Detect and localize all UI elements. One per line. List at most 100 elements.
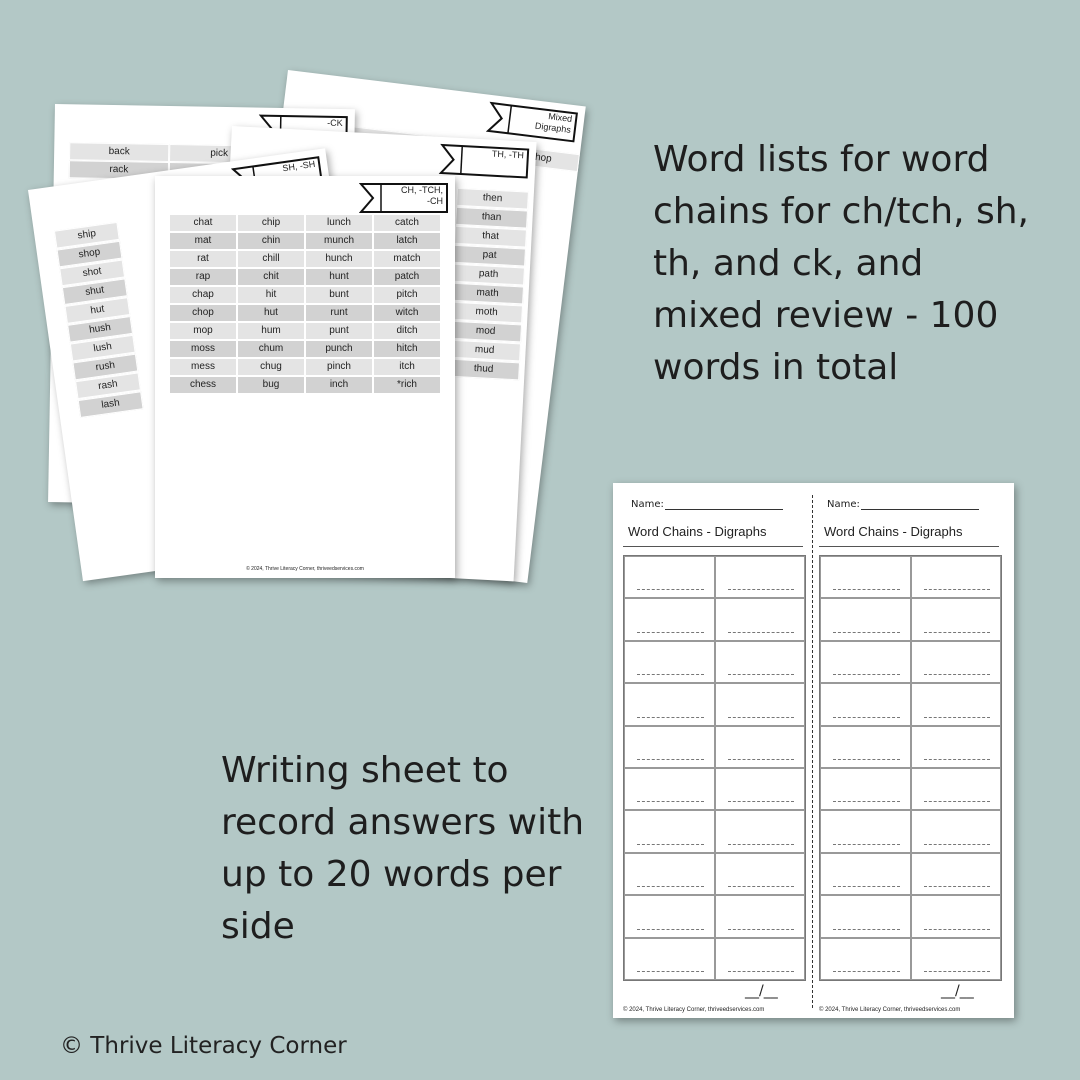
answer-cell <box>910 852 1001 896</box>
blank-lines <box>833 674 900 676</box>
caption: Word lists for word chains for ch/tch, sh… <box>653 134 1029 394</box>
answer-cell <box>714 810 805 853</box>
word-cell: pat <box>453 244 526 267</box>
word-cell: chat <box>169 214 237 232</box>
word-cell: punch <box>305 340 373 358</box>
blank-lines <box>637 843 704 845</box>
word-cell: runt <box>305 304 373 322</box>
blank-lines <box>923 759 990 760</box>
word-cell: hit <box>237 286 305 304</box>
blank-lines <box>637 674 704 676</box>
blank-lines <box>727 631 794 633</box>
word-cell: back <box>69 142 170 162</box>
blank-lines <box>833 843 900 845</box>
answer-grid <box>623 555 806 981</box>
blank-lines <box>923 971 990 972</box>
word-cell: lunch <box>305 214 373 232</box>
word-cell: itch <box>373 358 441 376</box>
answer-cell <box>820 556 911 599</box>
caption: Writing sheet to record answers with up to… <box>221 745 584 953</box>
blank-lines <box>833 886 900 888</box>
blank-lines <box>923 928 990 930</box>
blank-lines <box>923 716 990 718</box>
blank-lines <box>637 971 704 972</box>
word-cell: chug <box>237 358 305 376</box>
word-cell: mop <box>169 322 237 340</box>
score: __/__ <box>745 983 778 999</box>
word-cell: chop <box>169 304 237 322</box>
blank-lines <box>833 759 900 760</box>
answer-cell <box>820 937 911 980</box>
caption-line: th, and ck, and <box>653 243 924 284</box>
blank-lines <box>923 801 990 803</box>
sheet: MixedDigraphssockdeckchop <box>229 70 586 583</box>
sheet: CH, -TCH, -CH chat chip lunch catch mat chin mun… <box>155 176 455 578</box>
blank-lines <box>833 716 900 718</box>
answer-cell <box>820 683 911 726</box>
word-cell: moth <box>450 301 524 324</box>
name-label: Name: <box>631 499 664 510</box>
word-cell: pitch <box>373 286 441 304</box>
answer-cell <box>624 683 715 726</box>
banner-line: -CK <box>327 117 343 129</box>
word-cell: ditch <box>373 322 441 340</box>
score: __/__ <box>941 983 974 999</box>
answer-cell <box>624 725 715 768</box>
word-cell: *rich <box>373 376 441 394</box>
blank-lines <box>727 971 794 972</box>
word-cell: punt <box>305 322 373 340</box>
answer-cell <box>624 598 715 641</box>
answer-cell <box>820 598 911 641</box>
caption-line: record answers with <box>221 802 585 843</box>
copyright: © Thrive Literacy Corner <box>60 1033 347 1059</box>
blank-lines <box>923 674 990 676</box>
banner-line: -CH <box>427 196 443 206</box>
name-line <box>861 509 979 510</box>
word-cell: thud <box>447 358 521 381</box>
blank-lines <box>637 928 704 930</box>
answer-cell <box>910 598 1001 641</box>
blank-lines <box>833 801 900 803</box>
answer-cell <box>714 937 805 980</box>
blank-lines <box>637 716 704 718</box>
word-cell: patch <box>373 268 441 286</box>
word-cell: bug <box>237 376 305 394</box>
word-table: chat chip lunch catch mat chin munch latch rat ch… <box>169 214 441 394</box>
word-cell: pinch <box>305 358 373 376</box>
answer-cell <box>910 895 1001 938</box>
word-cell: catch <box>373 214 441 232</box>
word-cell: rap <box>169 268 237 286</box>
caption-line: mixed review - 100 <box>653 295 999 336</box>
blank-lines <box>637 801 704 803</box>
banner-line: TH, -TH <box>491 148 525 161</box>
answer-grid <box>819 555 1002 981</box>
answer-cell <box>820 768 911 811</box>
banner-title: CH, -TCH, -CH <box>401 185 443 207</box>
blank-lines <box>727 759 794 760</box>
word-cell: then <box>456 187 529 210</box>
blank-lines <box>923 589 990 591</box>
word-cell: rat <box>169 250 237 268</box>
sheet-footer: © 2024, Thrive Literacy Corner, thriveed… <box>819 1007 961 1013</box>
blank-lines <box>727 589 794 591</box>
answer-cell <box>714 556 805 599</box>
caption-line: side <box>221 906 295 947</box>
banner-shape <box>358 182 449 214</box>
caption-line: chains for ch/tch, sh, <box>653 191 1029 232</box>
answer-cell <box>820 725 911 768</box>
banner-title: Mixed Digraphs <box>534 110 572 136</box>
blank-lines <box>727 886 794 888</box>
caption-line: up to 20 words per <box>221 854 562 895</box>
word-column: then than that pat path math moth mod mud thud <box>447 187 529 381</box>
answer-cell <box>624 556 715 599</box>
answer-cell <box>624 937 715 980</box>
word-cell: chess <box>169 376 237 394</box>
word-cell: that <box>454 225 527 248</box>
caption-line: words in total <box>653 347 899 388</box>
word-cell: munch <box>305 232 373 250</box>
sheet: TH, -TH then than that pat path math moth mod mud… <box>208 126 537 582</box>
word-cell: path <box>452 263 525 286</box>
answer-cell <box>820 852 911 896</box>
word-column: ship shop shot shut hut hush lush rush rash lash <box>53 221 144 418</box>
sheet-title: Word Chains - Digraphs <box>824 524 963 539</box>
